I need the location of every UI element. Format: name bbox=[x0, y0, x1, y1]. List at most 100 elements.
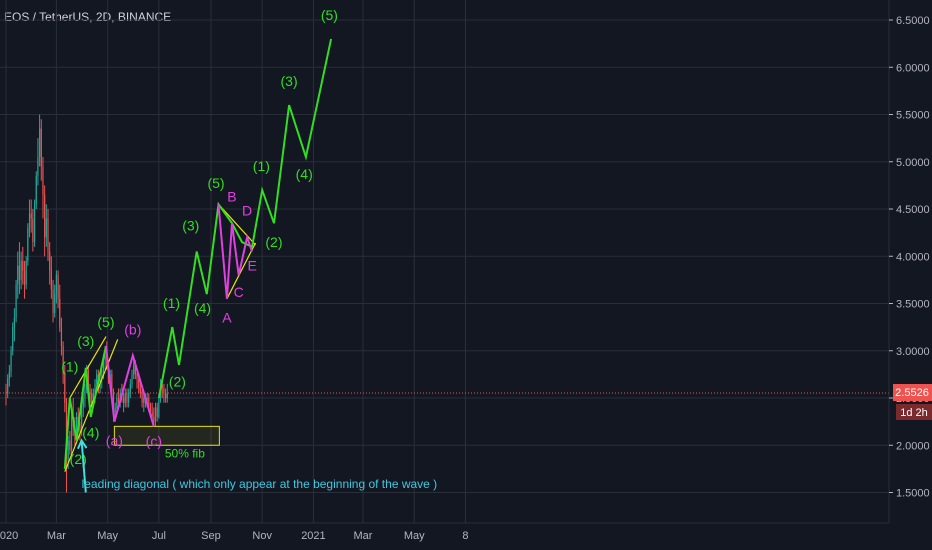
diagonal-wave-label: (3) bbox=[77, 333, 94, 349]
impulse-wave-label: (5) bbox=[207, 175, 224, 191]
triangle-wave-label: C bbox=[234, 284, 244, 300]
candle-body bbox=[82, 398, 84, 408]
impulse-wave-label: (3) bbox=[182, 218, 199, 234]
triangle-trendline bbox=[226, 242, 257, 300]
current-price-label: 2.5526 bbox=[895, 387, 929, 399]
time-axis-bg bbox=[0, 523, 932, 550]
price-tick-label: 6.5000 bbox=[896, 15, 930, 27]
candle-body bbox=[81, 407, 83, 432]
candle-body bbox=[42, 166, 44, 195]
candle-body bbox=[89, 388, 91, 403]
candle-body bbox=[96, 374, 98, 384]
candle-body bbox=[40, 128, 42, 167]
candle-body bbox=[10, 350, 12, 372]
candle-body bbox=[47, 218, 49, 252]
impulse-wave-label: (2) bbox=[265, 234, 282, 250]
candle-body bbox=[116, 398, 118, 408]
candle-body bbox=[39, 128, 41, 158]
time-tick-label: Sep bbox=[201, 530, 221, 542]
price-tick-label: 3.0000 bbox=[896, 346, 930, 358]
leading-diagonal-path bbox=[63, 345, 107, 469]
candle-body bbox=[102, 360, 105, 375]
candle-body bbox=[126, 393, 128, 403]
candle-body bbox=[49, 251, 51, 271]
candle-body bbox=[50, 270, 52, 290]
candle-body bbox=[124, 393, 126, 403]
candle-body bbox=[158, 398, 160, 417]
fib-zone-label: 50% fib bbox=[165, 446, 205, 460]
triangle-trendline bbox=[218, 203, 256, 246]
candle-body bbox=[7, 379, 9, 394]
candle-body bbox=[148, 398, 150, 408]
grid bbox=[0, 0, 889, 523]
candle-body bbox=[123, 398, 125, 403]
time-axis[interactable]: 2020 Mar May Jul Sep Nov 2021 Mar May 8 bbox=[0, 530, 469, 542]
impulse-wave-label: (2) bbox=[169, 374, 186, 390]
candle-body bbox=[45, 218, 47, 238]
candle-body bbox=[35, 175, 37, 205]
time-tick-label: Mar bbox=[354, 530, 373, 542]
candle-body bbox=[57, 275, 59, 299]
candle-body bbox=[8, 371, 10, 380]
candle-body bbox=[154, 407, 157, 422]
candle-body bbox=[25, 260, 27, 285]
impulse-wave-label: (4) bbox=[194, 300, 211, 316]
candles bbox=[5, 114, 168, 493]
candle-body bbox=[156, 407, 158, 417]
leading-diagonal-note: leading diagonal ( which only appear at … bbox=[82, 477, 438, 491]
triangle-wave-label: A bbox=[222, 309, 232, 325]
candle-body bbox=[79, 426, 81, 432]
candle-body bbox=[15, 284, 17, 318]
diagonal-wave-label: (1) bbox=[61, 359, 78, 375]
candle-body bbox=[22, 260, 24, 271]
price-axis-bg bbox=[889, 0, 932, 523]
candle-body bbox=[94, 383, 96, 398]
candle-body bbox=[114, 407, 116, 413]
time-tick-label: 8 bbox=[462, 530, 468, 542]
candle-body bbox=[129, 383, 131, 394]
candle-body bbox=[165, 393, 167, 398]
diagonal-trendline bbox=[69, 336, 107, 399]
candle-body bbox=[20, 260, 22, 280]
candle-body bbox=[28, 213, 31, 228]
candle-body bbox=[91, 393, 93, 403]
diagonal-trendline bbox=[64, 339, 119, 472]
callout-arrow bbox=[80, 440, 87, 493]
candle-body bbox=[17, 265, 19, 285]
candle-body bbox=[33, 204, 36, 243]
impulse-wave-label: (4) bbox=[296, 166, 313, 182]
candle-body bbox=[149, 407, 152, 413]
impulse-wave-label: (5) bbox=[321, 7, 338, 23]
candle-body bbox=[151, 412, 153, 417]
price-tick-label: 5.5000 bbox=[896, 110, 930, 122]
candle-body bbox=[153, 416, 155, 422]
time-tick-label: Mar bbox=[47, 530, 66, 542]
price-axis[interactable]: 6.5000 6.0000 5.5000 5.0000 4.5000 4.0000 3.50… bbox=[889, 15, 930, 500]
time-tick-label: 2021 bbox=[301, 530, 325, 542]
triangle-wave-label: B bbox=[227, 188, 236, 204]
price-badges: 2.5526 1d 2h bbox=[893, 384, 932, 420]
candle-body bbox=[112, 393, 115, 413]
impulse-wave-label: (1) bbox=[163, 295, 180, 311]
candle-body bbox=[13, 317, 15, 328]
candle-body bbox=[133, 364, 135, 375]
candle-body bbox=[128, 393, 130, 403]
candle-body bbox=[141, 393, 143, 403]
time-tick-label: 2020 bbox=[0, 530, 18, 542]
triangle-wave-label: E bbox=[247, 257, 256, 273]
candle-body bbox=[62, 346, 64, 375]
candle-body bbox=[101, 374, 103, 380]
candle-body bbox=[52, 289, 54, 313]
impulse-wave-label: (1) bbox=[253, 158, 270, 174]
price-tick-label: 4.5000 bbox=[896, 204, 930, 216]
candle-body bbox=[44, 194, 46, 238]
current-price-badge bbox=[893, 384, 932, 401]
candle-body bbox=[59, 298, 61, 328]
candle-body bbox=[136, 374, 138, 380]
candle-body bbox=[5, 391, 7, 394]
candle-body bbox=[163, 388, 165, 394]
time-tick-label: May bbox=[97, 530, 118, 542]
candle-body bbox=[139, 388, 141, 394]
candle-body bbox=[64, 374, 66, 403]
